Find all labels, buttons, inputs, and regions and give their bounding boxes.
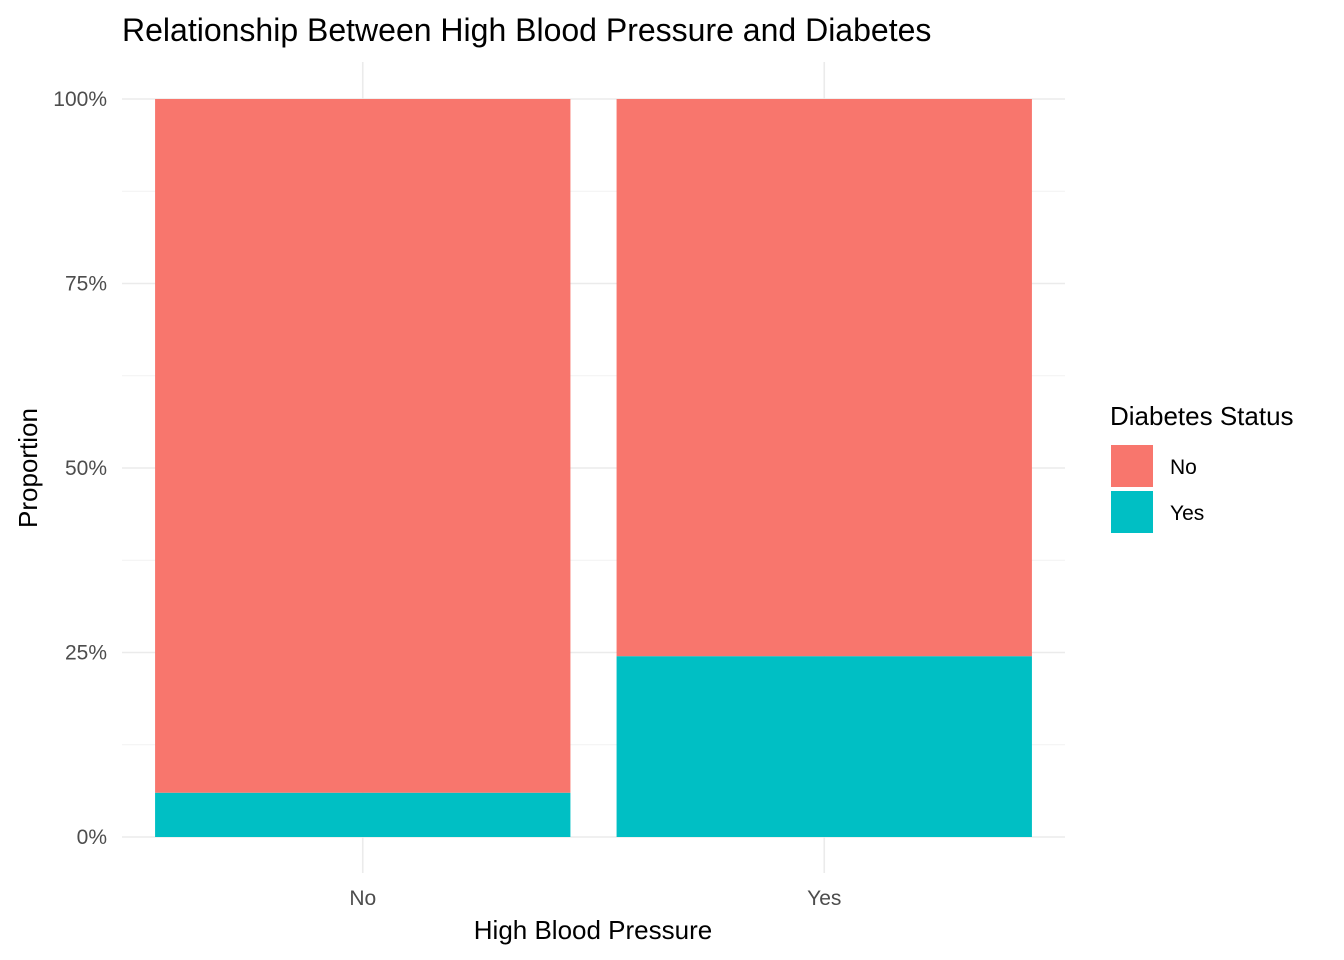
bar-no-yes	[155, 792, 571, 837]
legend-key-no	[1111, 445, 1153, 487]
y-tick-label: 25%	[65, 642, 107, 665]
legend-key-yes	[1111, 491, 1153, 533]
chart-title: Relationship Between High Blood Pressure…	[122, 12, 931, 48]
legend: Diabetes Status No Yes	[1110, 401, 1294, 533]
bar-yes-no	[616, 99, 1032, 657]
x-axis-title: High Blood Pressure	[474, 915, 712, 945]
y-tick-label: 75%	[65, 273, 107, 296]
y-axis-ticks: 0% 25% 50% 75% 100%	[53, 88, 107, 849]
bars	[155, 99, 1032, 837]
bar-no-no	[155, 99, 571, 793]
y-axis-title: Proportion	[13, 408, 43, 528]
x-tick-label: No	[349, 887, 376, 910]
x-tick-label: Yes	[807, 887, 841, 910]
y-tick-label: 0%	[77, 826, 107, 849]
legend-label-yes: Yes	[1170, 502, 1204, 525]
legend-label-no: No	[1170, 456, 1197, 479]
bar-yes-yes	[616, 656, 1032, 837]
x-axis-ticks: No Yes	[349, 887, 841, 910]
y-tick-label: 100%	[53, 88, 107, 111]
legend-title: Diabetes Status	[1110, 401, 1294, 431]
y-tick-label: 50%	[65, 457, 107, 480]
